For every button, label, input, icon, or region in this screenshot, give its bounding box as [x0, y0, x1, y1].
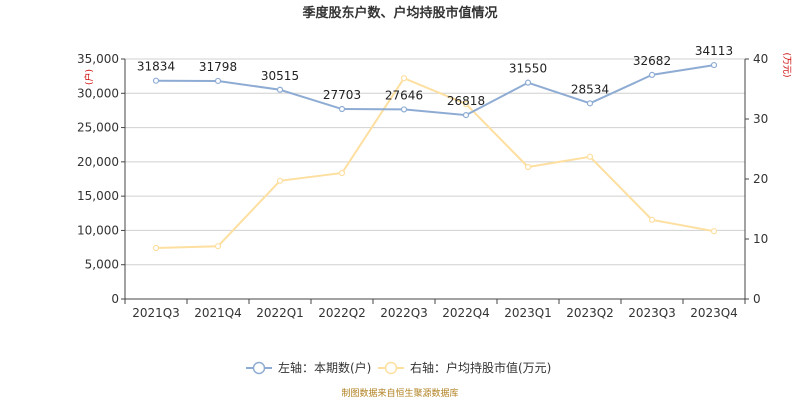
left-tick-label: 30,000 [77, 86, 119, 100]
right-tick-label: 20 [753, 172, 768, 186]
left-series-point [710, 61, 718, 69]
right-tick-label: 30 [753, 112, 768, 126]
legend-label: 右轴：户均持股市值(万元) [410, 360, 551, 375]
right-series-point [152, 244, 160, 252]
x-tick-label: 2023Q1 [504, 306, 552, 320]
right-series-point [276, 177, 284, 184]
left-series-point [462, 112, 470, 119]
left-tick-label: 15,000 [77, 189, 119, 203]
legend-swatch-marker [252, 361, 266, 375]
right-series-point [648, 216, 656, 223]
x-tick-label: 2022Q4 [442, 306, 490, 320]
x-tick-label: 2023Q2 [566, 306, 614, 320]
right-series-point [524, 163, 532, 171]
right-tick-label: 40 [753, 52, 768, 66]
right-series-point [214, 243, 222, 250]
right-tick-label: 0 [753, 292, 761, 306]
data-label: 32682 [633, 54, 671, 68]
x-tick-label: 2022Q2 [318, 306, 366, 320]
legend-label: 左轴：本期数(户) [278, 360, 371, 375]
axes: 0 5,000 10,000 15,000 20,000 25,000 30,000 35,0… [77, 52, 768, 320]
left-series-point [214, 77, 222, 85]
data-label: 27646 [385, 88, 423, 102]
left-series-point [400, 106, 408, 113]
source-note: 制图数据来自恒生聚源数据库 [341, 387, 458, 399]
left-tick-label: 5,000 [85, 258, 119, 272]
left-axis-unit: (户) [83, 69, 95, 85]
right-tick-label: 10 [753, 232, 768, 246]
legend: 左轴：本期数(户) 右轴：户均持股市值(万元) [246, 360, 551, 375]
right-series-point [710, 228, 718, 235]
x-tick-label: 2023Q3 [628, 306, 676, 320]
data-label: 27703 [323, 88, 361, 102]
left-series-line [155, 64, 715, 117]
left-tick-label: 10,000 [77, 223, 119, 237]
legend-swatch-marker [384, 361, 398, 375]
left-series-point [648, 71, 656, 78]
series-layer: 31834 31798 30515 27703 27646 26818 31550 28534… [137, 44, 733, 252]
right-series-line [155, 76, 715, 249]
x-tick-label: 2021Q3 [132, 306, 180, 320]
x-tick-label: 2022Q1 [256, 306, 304, 320]
right-series-point [462, 100, 470, 108]
left-series-point [524, 79, 532, 86]
x-tick-label: 2021Q4 [194, 306, 242, 320]
right-series-point [586, 153, 594, 160]
data-label: 34113 [695, 44, 733, 58]
data-label: 30515 [261, 69, 299, 83]
left-series-point [338, 105, 346, 113]
left-series-point [586, 100, 594, 107]
x-tick-label: 2022Q3 [380, 306, 428, 320]
left-tick-label: 25,000 [77, 121, 119, 135]
data-label: 26818 [447, 94, 485, 108]
right-axis-unit: (万元) [781, 52, 791, 77]
grid-lines [125, 58, 745, 266]
data-label: 31798 [199, 60, 237, 74]
chart-title: 季度股东户数、户均持股市值情况 [301, 5, 497, 21]
left-series-point [276, 86, 284, 93]
data-label: 31834 [137, 60, 175, 74]
left-tick-label: 20,000 [77, 155, 119, 169]
right-series-point [400, 75, 408, 82]
right-series-point [338, 169, 346, 177]
data-label: 28534 [571, 82, 609, 96]
left-tick-label: 0 [111, 292, 119, 306]
data-label: 31550 [509, 62, 547, 76]
left-tick-label: 35,000 [77, 52, 119, 66]
left-series-point [152, 77, 160, 84]
x-tick-label: 2023Q4 [690, 306, 738, 320]
